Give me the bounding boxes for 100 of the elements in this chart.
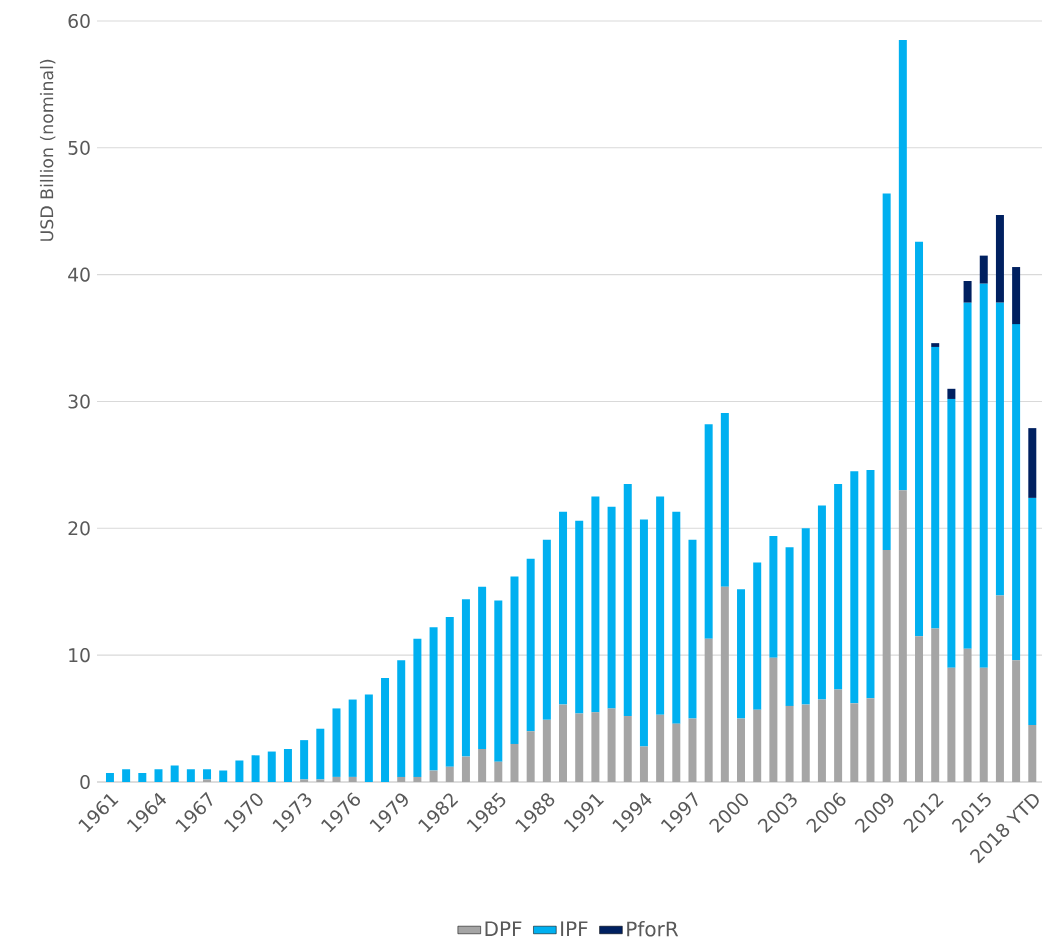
bar (413, 638, 422, 777)
bar (300, 740, 309, 780)
legend-label: PforR (627, 921, 679, 937)
bar (979, 667, 988, 782)
bar (963, 302, 972, 649)
bar (186, 769, 195, 782)
bar (138, 773, 147, 782)
bar (381, 677, 390, 782)
bar (607, 506, 616, 709)
bar (591, 712, 600, 782)
bar (235, 760, 244, 782)
bar (1012, 660, 1021, 782)
bar (364, 694, 373, 782)
bar (672, 723, 681, 782)
bar (720, 412, 729, 587)
bar (348, 776, 357, 782)
bar (769, 535, 778, 658)
bar (623, 483, 632, 717)
bar (607, 708, 616, 782)
bar (753, 709, 762, 782)
bar (494, 600, 503, 762)
bar (639, 519, 648, 747)
bar (1012, 267, 1021, 325)
bar (979, 283, 988, 668)
bar (947, 388, 956, 399)
bar (801, 528, 810, 705)
bar (963, 648, 972, 782)
bar (494, 761, 503, 782)
y-tick-label: 10 (69, 648, 90, 663)
bar (688, 539, 697, 719)
bar (737, 718, 746, 782)
y-tick-label: 60 (68, 13, 90, 29)
bar (882, 193, 891, 550)
bar (979, 255, 988, 284)
bar (639, 746, 648, 782)
bar (397, 660, 406, 777)
bar (737, 589, 746, 719)
bar (251, 755, 260, 782)
bar (559, 511, 568, 705)
bar (704, 638, 713, 782)
bar (995, 595, 1004, 782)
bar (122, 769, 131, 782)
bar (995, 302, 1004, 596)
bar (591, 496, 600, 713)
bar (429, 770, 438, 782)
bar (834, 689, 843, 782)
bar (1028, 428, 1037, 498)
bar (931, 628, 940, 782)
bar (300, 779, 309, 782)
bar (656, 714, 665, 782)
bar (348, 699, 357, 777)
bar (105, 773, 114, 782)
bar (656, 496, 665, 715)
bar (526, 558, 535, 732)
bar (478, 586, 487, 750)
bar (219, 770, 228, 782)
bar (947, 667, 956, 782)
bar (445, 617, 454, 767)
bar (704, 424, 713, 639)
y-axis-title: USD Billion (nominal) (39, 59, 56, 241)
bar (283, 749, 292, 782)
bar (963, 280, 972, 303)
y-tick-label: 0 (80, 774, 90, 790)
bar (898, 40, 907, 491)
bar (785, 547, 794, 706)
bar (478, 749, 487, 782)
bar (461, 756, 470, 782)
y-tick-label: 50 (68, 140, 90, 155)
bar (672, 511, 681, 724)
bar (995, 215, 1004, 303)
bar (397, 776, 406, 782)
bar (332, 708, 341, 777)
bar (817, 699, 826, 782)
bar (429, 627, 438, 771)
bar (203, 769, 212, 780)
bar (332, 776, 341, 782)
y-tick-label: 30 (68, 394, 90, 409)
bar (915, 241, 924, 637)
bar (154, 769, 163, 782)
bar (850, 471, 859, 704)
bar (461, 599, 470, 757)
bar (947, 398, 956, 668)
bar (753, 562, 762, 710)
y-tick-label: 40 (68, 267, 90, 282)
bar (720, 586, 729, 782)
bar (785, 705, 794, 782)
bar (1028, 724, 1037, 782)
bar (170, 765, 179, 782)
bar (413, 776, 422, 782)
bar (267, 751, 276, 782)
bar (316, 728, 325, 780)
bar (801, 704, 810, 782)
bar (882, 549, 891, 782)
bar (542, 719, 551, 782)
bar (623, 716, 632, 782)
bar (866, 698, 875, 782)
bar (203, 779, 212, 782)
bar (915, 636, 924, 782)
y-tick-label: 20 (68, 521, 90, 536)
bar (559, 704, 568, 782)
